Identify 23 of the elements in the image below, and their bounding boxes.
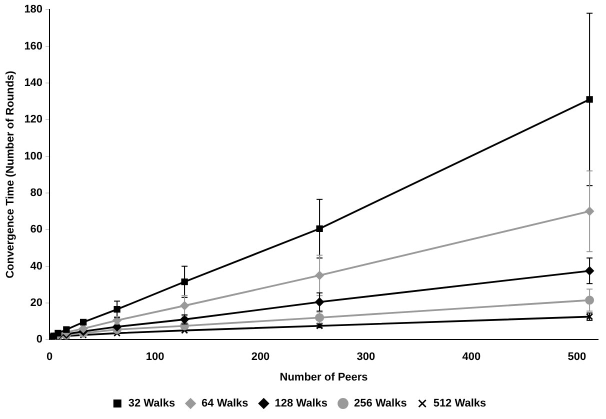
- y-tick-label: 0: [36, 334, 43, 346]
- y-tick-label: 60: [30, 224, 43, 236]
- x-tick-label: 400: [462, 351, 481, 364]
- y-tick-label: 180: [24, 4, 43, 16]
- x-tick-label: 100: [146, 351, 164, 364]
- legend-label: 64 Walks: [202, 398, 248, 410]
- legend-label: 512 Walks: [433, 398, 486, 410]
- y-tick-label: 20: [30, 296, 43, 309]
- legend-label: 32 Walks: [128, 398, 176, 410]
- x-axis-title: Number of Peers: [280, 371, 368, 384]
- x-tick-label: 0: [46, 351, 53, 364]
- y-axis-title: Convergence Time (Number of Rounds): [4, 70, 17, 278]
- y-tick-label: 100: [24, 150, 43, 162]
- x-tick-label: 500: [568, 351, 586, 364]
- y-tick-label: 120: [24, 114, 43, 126]
- y-tick-label: 40: [30, 260, 43, 272]
- legend-label: 128 Walks: [274, 398, 328, 410]
- legend-label: 256 Walks: [354, 398, 407, 410]
- y-tick-label: 80: [30, 186, 43, 199]
- y-tick-label: 140: [24, 76, 43, 89]
- x-tick-label: 300: [356, 351, 376, 364]
- y-tick-label: 160: [24, 40, 43, 52]
- x-tick-label: 200: [251, 351, 270, 364]
